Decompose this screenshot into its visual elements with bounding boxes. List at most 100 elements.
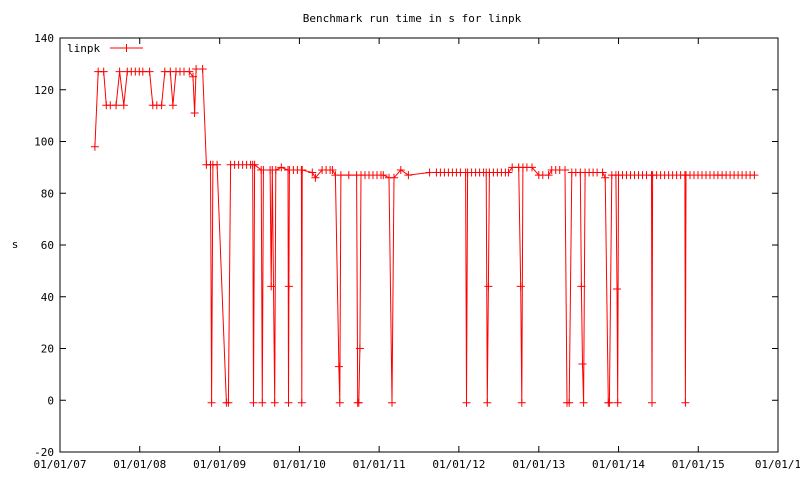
y-tick-label: 80 (41, 187, 54, 200)
data-point (355, 344, 364, 353)
data-point (172, 67, 180, 76)
data-point (285, 166, 294, 174)
data-point (547, 166, 556, 174)
data-point (390, 173, 398, 182)
data-point (102, 101, 111, 110)
data-point (297, 398, 306, 407)
x-tick-label: 01/01/10 (273, 458, 326, 471)
data-point (750, 171, 759, 180)
x-tick-label: 01/01/08 (113, 458, 166, 471)
legend: linpk (67, 42, 143, 55)
data-point (613, 398, 622, 407)
y-tick-label: 100 (34, 136, 54, 149)
data-point (581, 168, 590, 177)
data-point (561, 166, 569, 174)
y-tick-label: 20 (41, 343, 54, 356)
data-point (145, 67, 154, 76)
data-point (308, 168, 317, 177)
x-tick-label: 01/01/11 (353, 458, 406, 471)
data-point (168, 101, 177, 110)
x-tick-label: 01/01/15 (672, 458, 725, 471)
y-tick-label: -20 (34, 446, 54, 459)
data-point (601, 173, 610, 182)
data-point (277, 163, 286, 172)
data-point (605, 398, 614, 407)
legend-label: linpk (67, 42, 100, 55)
y-axis: -20 0 20 40 60 80 100 120 140 (34, 32, 778, 459)
data-point (544, 171, 553, 180)
data-point (432, 168, 441, 177)
data-point (284, 398, 293, 407)
data-point (249, 398, 258, 407)
y-axis-label: s (12, 238, 19, 251)
data-point (112, 101, 121, 110)
data-point (357, 171, 365, 180)
y-tick-label: 60 (41, 239, 54, 252)
data-point (462, 398, 471, 407)
data-point (311, 173, 320, 182)
data-point (298, 166, 307, 174)
data-point (99, 67, 108, 76)
data-point (189, 72, 197, 81)
x-tick-label: 01/01/14 (592, 458, 645, 471)
data-point (504, 168, 513, 177)
x-tick-label: 01/01/13 (512, 458, 565, 471)
data-point (681, 398, 690, 407)
y-tick-label: 140 (34, 32, 54, 45)
data-point (190, 109, 199, 117)
data-point (484, 282, 493, 291)
y-tick-label: 40 (41, 291, 54, 304)
data-point (213, 160, 222, 169)
data-point (344, 171, 353, 180)
data-point (648, 398, 656, 407)
chart-title: Benchmark run time in s for linpk (303, 12, 522, 25)
data-point (718, 171, 727, 180)
data-point (682, 171, 690, 180)
x-axis: 01/01/07 01/01/08 01/01/09 01/01/10 01/01/11… (34, 38, 800, 471)
data-point (613, 285, 621, 293)
data-point (119, 101, 128, 110)
x-tick-label: 01/01/09 (193, 458, 246, 471)
legend-marker (122, 44, 131, 52)
data-point (250, 160, 259, 169)
data-point (579, 398, 588, 407)
data-point (483, 398, 492, 407)
data-point (284, 282, 293, 291)
data-point (148, 101, 157, 110)
data-point (259, 166, 268, 174)
data-point (516, 282, 525, 291)
data-point (115, 67, 124, 76)
data-point (328, 166, 337, 174)
y-tick-label: 0 (47, 394, 54, 407)
data-point (138, 67, 147, 76)
data-point (157, 101, 166, 110)
data-point (528, 163, 536, 172)
data-point (224, 398, 233, 407)
data-point (334, 362, 343, 371)
data-point (123, 67, 132, 76)
x-tick-label: 01/01/07 (34, 458, 87, 471)
data-point (485, 168, 494, 177)
data-point (517, 398, 526, 407)
data-point (567, 168, 576, 177)
y-tick-label: 120 (34, 84, 54, 97)
data-point (396, 166, 405, 174)
data-point (577, 282, 586, 291)
data-point (271, 166, 280, 174)
data-point (388, 398, 396, 407)
x-tick-label: 01/01/1 (755, 458, 800, 471)
data-point (318, 166, 327, 174)
data-point (226, 160, 235, 169)
data-point (534, 171, 543, 180)
data-point (207, 398, 216, 407)
data-point (336, 171, 345, 180)
data-point (270, 398, 279, 407)
data-point (614, 171, 623, 180)
data-point (463, 168, 472, 177)
data-point (648, 171, 657, 180)
data-point (354, 398, 363, 407)
data-point (598, 168, 607, 177)
data-point (258, 398, 267, 407)
